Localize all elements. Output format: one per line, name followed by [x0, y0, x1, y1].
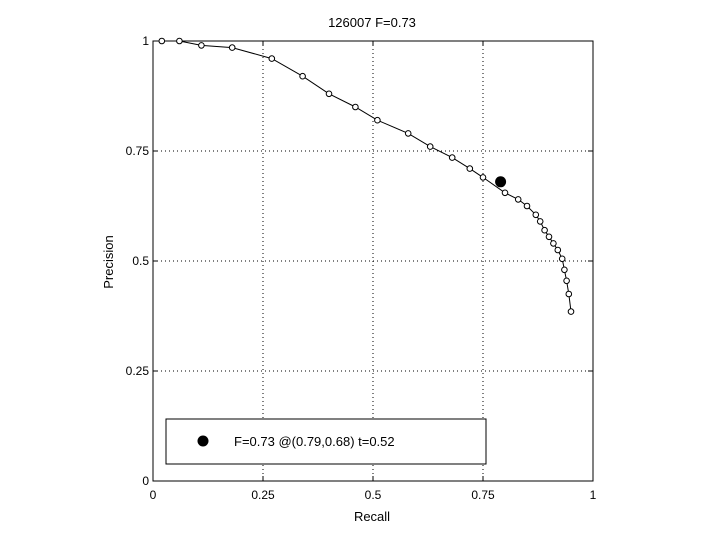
x-axis-ticks: 0 0.25 0.5 0.75 1	[150, 41, 597, 502]
grid	[153, 41, 593, 481]
data-point	[374, 116, 381, 124]
x-tick-label: 0	[150, 488, 157, 502]
data-point	[567, 308, 575, 315]
data-point	[158, 37, 166, 45]
data-point	[514, 196, 522, 203]
data-point	[299, 72, 306, 80]
x-tick-label: 0.75	[471, 488, 495, 502]
chart-title: 126007 F=0.73	[328, 15, 416, 30]
series-points	[158, 37, 575, 315]
y-tick-label: 1	[142, 34, 149, 48]
y-tick-label: 0.5	[132, 254, 149, 268]
legend-label: F=0.73 @(0.79,0.68) t=0.52	[234, 434, 395, 449]
legend-marker	[197, 435, 209, 447]
x-axis-label: Recall	[354, 509, 390, 524]
data-point	[325, 90, 333, 98]
y-tick-label: 0.25	[126, 364, 150, 378]
data-point	[541, 226, 548, 234]
data-point	[198, 42, 205, 49]
legend-box	[165, 418, 487, 465]
x-tick-label: 1	[590, 488, 597, 502]
y-axis-ticks: 0 0.25 0.5 0.75 1	[126, 34, 593, 488]
y-tick-label: 0.75	[126, 144, 150, 158]
data-point	[545, 233, 553, 241]
data-point	[352, 103, 359, 111]
data-point	[426, 143, 434, 150]
data-point	[558, 255, 566, 263]
data-point	[563, 277, 570, 285]
legend: F=0.73 @(0.79,0.68) t=0.52	[165, 418, 487, 465]
data-point	[448, 154, 456, 161]
data-point	[228, 44, 236, 51]
data-point	[501, 189, 509, 197]
data-point	[176, 37, 183, 45]
data-point	[268, 55, 276, 62]
data-point	[565, 290, 573, 298]
x-tick-label: 0.25	[251, 488, 275, 502]
data-point	[550, 240, 557, 247]
y-tick-label: 0	[142, 474, 149, 488]
data-point	[479, 174, 487, 181]
data-point	[554, 246, 562, 254]
data-point	[404, 130, 412, 137]
x-tick-label: 0.5	[365, 488, 382, 502]
best-point-marker	[495, 176, 507, 188]
data-point	[561, 266, 568, 274]
data-point	[532, 211, 540, 219]
data-point	[466, 165, 474, 172]
data-point	[536, 218, 544, 225]
y-axis-label: Precision	[101, 235, 116, 288]
data-point	[523, 202, 531, 210]
series-line	[161, 40, 572, 312]
